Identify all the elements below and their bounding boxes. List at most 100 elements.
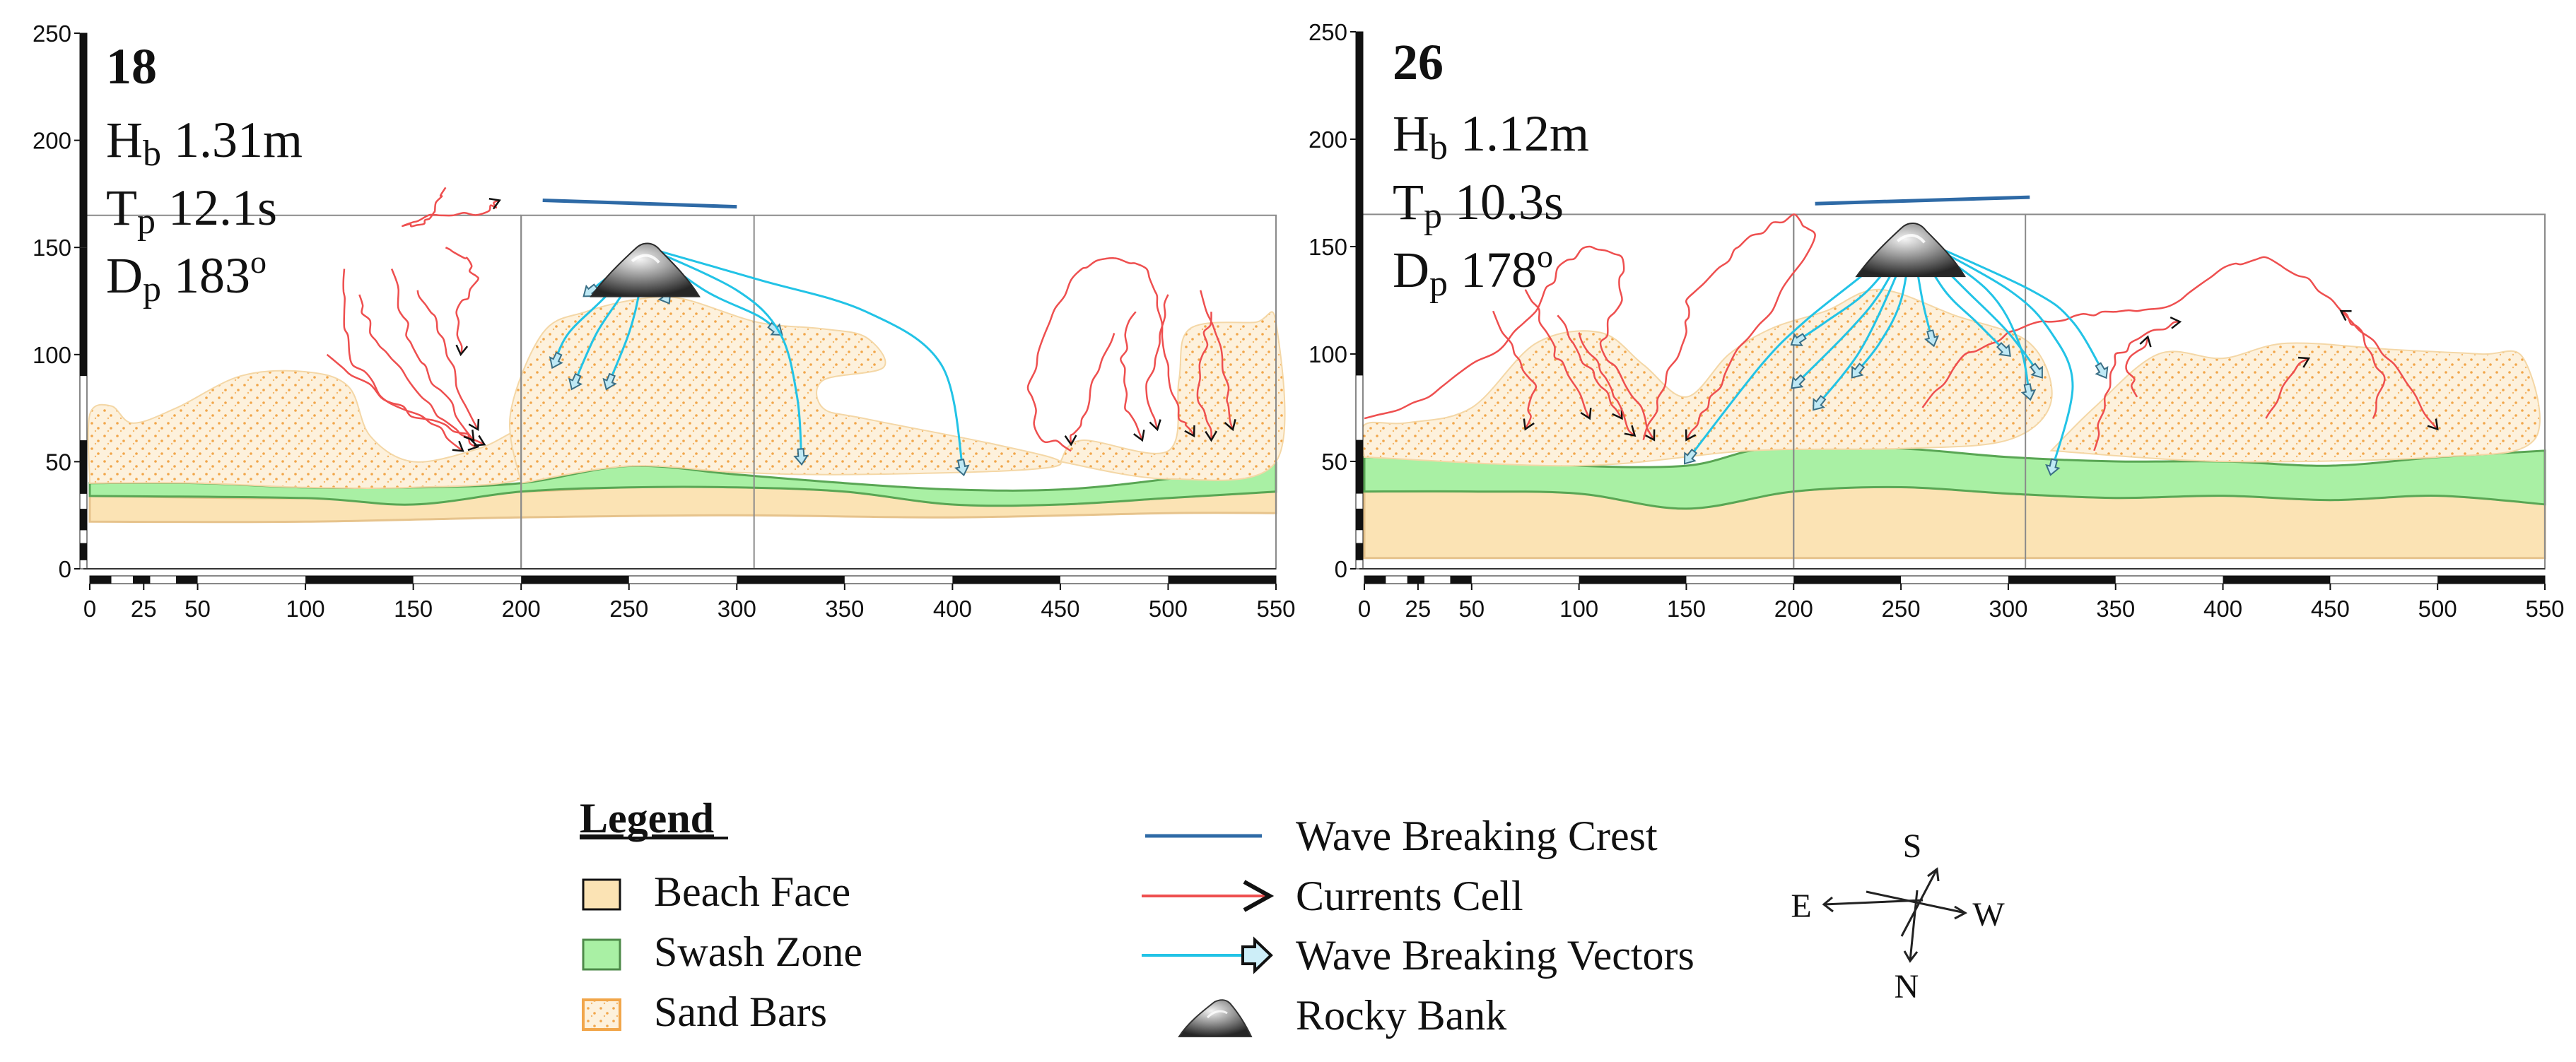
wave-breaking-crest: [542, 198, 737, 209]
wave-vector-line: [1911, 235, 2074, 473]
x-axis-bar-segment: [1793, 576, 1902, 584]
x-axis-bar-segment: [2008, 576, 2116, 584]
wave-vector-arrowhead: [1996, 341, 2011, 357]
current-arrowhead: [1624, 425, 1637, 437]
current-arrowhead: [463, 430, 475, 442]
x-tick-label: 450: [1041, 596, 1079, 622]
current-arrowhead: [2139, 335, 2152, 348]
current-arrowhead: [1133, 430, 1145, 442]
current-arrowhead: [1184, 425, 1195, 438]
x-axis-bar-segment: [133, 576, 151, 584]
current-track: [2265, 357, 2309, 419]
current-track: [1578, 332, 1636, 437]
legend-title: Legend: [580, 795, 714, 842]
y-axis-bar-segment: [1356, 543, 1363, 560]
current-arrowhead: [1644, 429, 1656, 442]
wave-vector-arrowhead: [1851, 362, 1866, 379]
tp-label: Tp 12.1s: [106, 179, 277, 242]
wave-vector-arrowhead: [793, 448, 809, 466]
current-track: [2093, 321, 2180, 452]
sand-bar-right: [1058, 311, 1286, 481]
y-tick-label: 100: [1309, 341, 1347, 367]
info-layer: 26 Hb 1.12m Tp 10.3s Dp 178o: [1393, 34, 1589, 304]
y-tick-label: 0: [1335, 556, 1347, 582]
current-arrowhead: [1205, 430, 1218, 442]
y-axis-bar-segment: [80, 543, 87, 560]
current-track: [1492, 310, 1538, 430]
currents-layer: [1364, 213, 2439, 452]
y-axis-bar-segment: [1356, 32, 1363, 247]
x-axis-bar-segment: [2223, 576, 2331, 584]
compass-s-label: S: [1903, 827, 1922, 865]
y-axis-bar-segment: [80, 509, 87, 531]
current-arrowhead: [1580, 408, 1592, 420]
x-axis-bar-segment: [1364, 576, 1386, 584]
y-tick-label: 250: [33, 20, 71, 47]
x-tick-label: 250: [609, 596, 648, 622]
beach-face-swatch: [582, 878, 621, 911]
x-tick-label: 350: [2096, 596, 2135, 622]
wave-vector-arrowhead: [1790, 333, 1807, 346]
legend: Legend Beach Face Swash Zone Sand Bars W…: [580, 795, 1694, 1039]
y-axis-bar-segment: [1356, 247, 1363, 376]
y-axis-bar-segment: [80, 440, 87, 494]
current-track: [402, 187, 500, 228]
wave-vector-arrowhead: [549, 351, 563, 370]
x-axis-bar-segment: [1407, 576, 1425, 584]
compass-w-label: W: [1972, 896, 2005, 933]
legend-label-rocky-bank: Rocky Bank: [1296, 992, 1506, 1039]
current-arrowhead: [468, 418, 480, 432]
rocky-bank-highlight: [1897, 234, 1926, 244]
wave-vector-arrowhead: [1813, 394, 1827, 411]
current-track: [1642, 213, 1816, 441]
x-tick-label: 300: [1989, 596, 2027, 622]
current-arrowhead: [2170, 316, 2182, 329]
current-track: [2340, 310, 2386, 419]
x-axis-bar-segment: [90, 576, 112, 584]
current-arrowhead: [467, 438, 480, 452]
currents-layer: [326, 187, 1236, 452]
wave-vector-arrowhead: [2020, 383, 2037, 401]
current-track: [1524, 289, 1591, 419]
wave-breaking-crest: [1815, 195, 2030, 206]
bands-layer: [87, 295, 1286, 524]
y-tick-label: 150: [1309, 234, 1347, 260]
x-axis-bar-segment: [737, 576, 845, 584]
x-tick-label: 250: [1882, 596, 1921, 622]
x-axis-bar-segment: [305, 576, 414, 584]
x-tick-label: 200: [1774, 596, 1813, 622]
x-tick-label: 450: [2311, 596, 2350, 622]
current-track: [1145, 294, 1169, 430]
current-track: [1120, 311, 1143, 441]
x-axis-bar-segment: [521, 576, 629, 584]
y-tick-label: 200: [1309, 126, 1347, 153]
panel-26: 0 50 100 150 200 250 0 25 50 100 150 200 250 300 350 40…: [1309, 19, 2565, 622]
wave-vector-arrowhead: [2030, 362, 2043, 379]
current-track: [1364, 245, 1655, 441]
x-tick-label: 50: [1458, 596, 1485, 622]
tp-label: Tp 10.3s: [1393, 174, 1564, 236]
x-tick-label: 25: [131, 596, 157, 622]
current-arrowhead: [1149, 419, 1161, 432]
wave-vector-line: [645, 246, 965, 473]
x-axis-bar-segment: [952, 576, 1060, 584]
y-axis-bar-segment: [80, 247, 87, 377]
y-tick-label: 50: [45, 449, 71, 475]
wave-vector-line: [1911, 235, 2106, 377]
wave-vector-arrowhead: [2045, 458, 2061, 476]
wave-vector-line: [645, 246, 803, 462]
compass-north-arrow: [1909, 890, 1919, 962]
current-arrowhead: [1685, 429, 1697, 442]
legend-label-wave-crest: Wave Breaking Crest: [1296, 813, 1658, 859]
current-track: [1196, 312, 1212, 441]
swash-zone-swatch: [582, 938, 621, 971]
x-tick-label: 100: [286, 596, 325, 622]
legend-label-currents: Currents Cell: [1296, 873, 1523, 919]
x-axis-bar-segment: [176, 576, 198, 584]
sand-bar-centre: [509, 295, 1062, 484]
legend-label-swash-zone: Swash Zone: [654, 928, 862, 975]
wave-vector-arrowhead: [1791, 374, 1806, 389]
x-tick-label: 25: [1405, 596, 1432, 622]
current-track: [1026, 257, 1195, 452]
